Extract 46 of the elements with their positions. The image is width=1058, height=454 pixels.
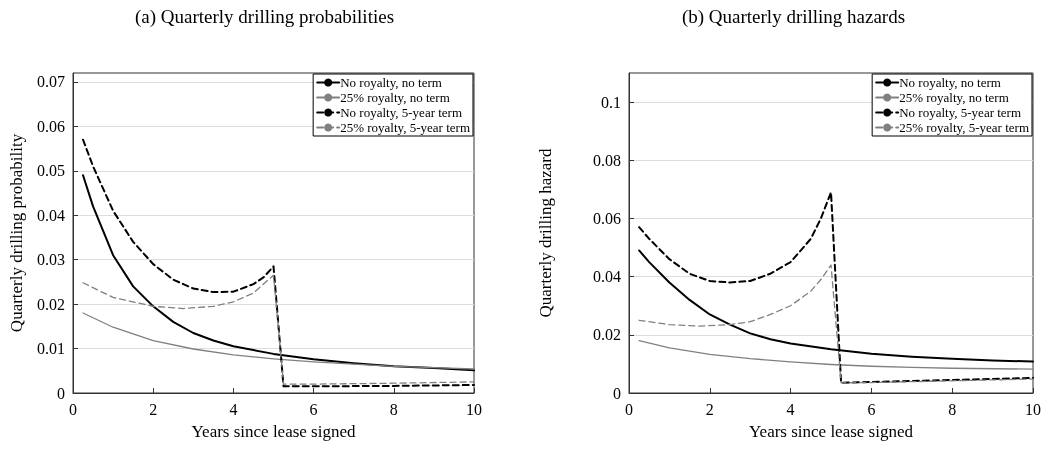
y-tick-label: 0.04 [37,206,65,224]
x-tick-label: 4 [229,400,238,418]
line-series [638,264,1034,384]
line-series [82,274,475,385]
y-tick-label: 0.02 [593,326,621,344]
y-tick-label: 0 [613,384,621,402]
y-tick-label: 0.06 [593,209,621,227]
y-tick-label: 0.08 [593,151,621,169]
x-tick-label: 0 [69,400,77,418]
x-axis-title: Years since lease signed [749,422,914,441]
x-tick-label: 8 [948,400,957,418]
x-tick-label: 6 [867,400,876,418]
chart-title: (b) Quarterly drilling hazards [681,6,906,28]
x-tick-label: 8 [389,400,398,418]
line-series [82,312,475,370]
legend-label: 25% royalty, no term [340,90,450,105]
y-tick-label: 0.06 [37,117,65,135]
y-axis-title: Quarterly drilling hazard [536,148,555,318]
y-tick-label: 0.1 [601,93,621,111]
x-tick-label: 6 [309,400,318,418]
line-series [82,174,475,372]
legend-label: 25% royalty, 5-year term [340,120,471,135]
x-tick-label: 4 [786,400,795,418]
y-tick-label: 0.05 [37,162,65,180]
y-tick-label: 0.02 [37,295,65,313]
line-series [638,191,1034,384]
y-tick-label: 0.07 [37,73,65,91]
legend-label: No royalty, 5-year term [340,105,463,120]
y-tick-label: 0.01 [37,340,65,358]
x-tick-label: 2 [149,400,158,418]
x-tick-label: 0 [625,400,633,418]
x-tick-label: 2 [705,400,714,418]
chart-title: (a) Quarterly drilling probabilities [134,6,395,28]
x-tick-label: 10 [1025,400,1041,418]
legend-label: 25% royalty, no term [899,90,1009,105]
y-tick-label: 0 [57,384,65,402]
x-tick-label: 10 [466,400,482,418]
legend-label: 25% royalty, 5-year term [899,120,1030,135]
legend-label: No royalty, no term [340,75,442,90]
y-axis-title: Quarterly drilling probability [7,133,26,333]
legend-label: No royalty, 5-year term [899,105,1022,120]
line-series [82,138,475,388]
x-axis-title: Years since lease signed [191,422,356,441]
legend-label: No royalty, no term [899,75,1001,90]
y-tick-label: 0.03 [37,251,65,269]
y-tick-label: 0.04 [593,268,621,286]
